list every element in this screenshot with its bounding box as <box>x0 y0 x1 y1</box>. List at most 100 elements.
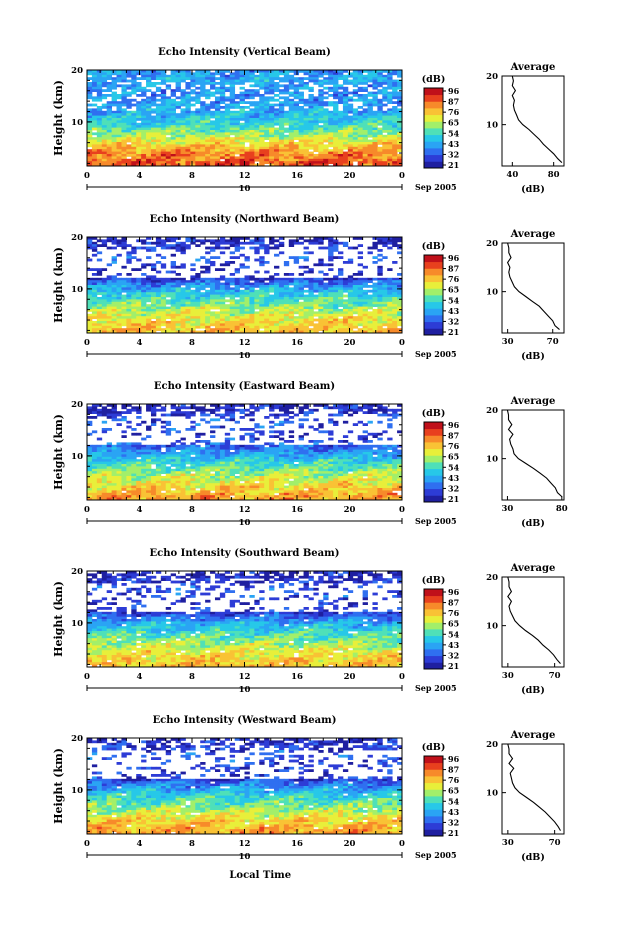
heatmap-cell <box>239 154 245 157</box>
heatmap-cell <box>214 72 221 76</box>
heatmap-cell <box>136 134 142 138</box>
heatmap-cell <box>106 103 113 107</box>
heatmap-cell <box>313 301 319 305</box>
heatmap-cell <box>195 137 201 140</box>
heatmap-cell <box>274 282 280 286</box>
heatmap-cell <box>190 313 196 317</box>
heatmap-cell <box>96 299 103 303</box>
heatmap-cell <box>367 158 373 162</box>
heatmap-cell <box>195 287 201 291</box>
heatmap-cell <box>195 244 201 247</box>
heatmap-cell <box>165 101 172 104</box>
heatmap-cell <box>175 411 181 414</box>
heatmap-cell <box>180 330 186 334</box>
heatmap-cell <box>116 96 122 100</box>
heatmap-cell <box>175 127 181 131</box>
heatmap-cell <box>249 304 255 307</box>
heatmap-cell <box>219 282 226 286</box>
heatmap-cell <box>323 137 329 140</box>
heatmap-cell <box>298 113 304 116</box>
heatmap-cell <box>136 268 142 271</box>
heatmap-cell <box>101 132 108 136</box>
heatmap-cell <box>293 323 300 327</box>
heatmap-cell <box>382 146 388 150</box>
heatmap-cell <box>200 70 206 73</box>
heatmap-cell <box>116 130 122 133</box>
heatmap-cell <box>165 163 172 167</box>
heatmap-cell <box>367 72 373 76</box>
heatmap-cell <box>288 137 295 140</box>
heatmap-cell <box>155 134 162 138</box>
heatmap-cell <box>224 144 231 148</box>
heatmap-cell <box>146 101 152 104</box>
heatmap-cell <box>283 282 290 286</box>
heatmap-cell <box>234 151 240 155</box>
heatmap-cell <box>155 449 162 453</box>
heatmap-cell <box>180 241 186 245</box>
heatmap-cell <box>392 237 398 240</box>
heatmap-cell <box>170 237 176 240</box>
heatmap-cell <box>239 137 245 140</box>
heatmap-cell <box>283 447 290 450</box>
heatmap-cell <box>136 294 142 298</box>
heatmap-cell <box>338 101 344 104</box>
heatmap-cell <box>328 249 334 252</box>
heatmap-cell <box>121 146 127 150</box>
heatmap-cell <box>195 323 201 327</box>
heatmap-cell <box>274 321 280 324</box>
heatmap-cell <box>170 70 176 73</box>
heatmap-cell <box>293 261 300 264</box>
heatmap-cell <box>283 70 290 73</box>
heatmap-cell <box>160 158 167 162</box>
heatmap-cell <box>254 447 260 450</box>
heatmap-cell <box>387 127 393 131</box>
heatmap-cell <box>239 285 245 288</box>
heatmap-cell <box>131 134 137 138</box>
heatmap-cell <box>269 84 275 88</box>
heatmap-cell <box>259 101 265 104</box>
heatmap-cell <box>278 297 285 300</box>
heatmap-cell <box>175 89 181 92</box>
heatmap-cell <box>288 144 295 148</box>
heatmap-cell <box>106 404 113 407</box>
heatmap-cell <box>190 321 196 324</box>
heatmap-cell <box>333 413 339 417</box>
heatmap-cell <box>387 321 393 324</box>
heatmap-cell <box>249 309 255 312</box>
heatmap-cell <box>165 287 172 291</box>
heatmap-cell <box>180 321 186 324</box>
heatmap-cell <box>136 325 142 329</box>
heatmap-cell <box>91 86 98 90</box>
heatmap-cell <box>214 408 221 412</box>
heatmap-cell <box>377 115 383 119</box>
heatmap-cell <box>347 328 354 331</box>
heatmap-cell <box>357 251 364 255</box>
heatmap-cell <box>200 103 206 107</box>
heatmap-cell <box>338 158 344 162</box>
colorbar-tick-label: 43 <box>448 306 460 316</box>
heatmap-cell <box>382 304 388 307</box>
heatmap-cell <box>357 110 364 114</box>
heatmap-cell <box>91 292 98 295</box>
heatmap-cell <box>141 280 147 283</box>
heatmap-cell <box>249 161 255 164</box>
heatmap-cell <box>195 258 201 262</box>
heatmap-cell <box>190 163 196 167</box>
heatmap-cell <box>274 277 280 281</box>
heatmap-cell <box>195 134 201 138</box>
heatmap-cell <box>111 130 117 133</box>
heatmap-cell <box>249 440 255 443</box>
heatmap-cell <box>318 106 324 109</box>
heatmap-cell <box>165 447 172 450</box>
colorbar-segment <box>424 301 443 309</box>
heatmap-cell <box>259 149 265 152</box>
heatmap-cell <box>328 316 334 319</box>
heatmap-cell <box>328 297 334 300</box>
heatmap-cell <box>342 115 349 119</box>
heatmap-cell <box>210 134 216 138</box>
heatmap-cell <box>185 411 191 414</box>
heatmap-cell <box>146 282 152 286</box>
heatmap-cell <box>362 110 368 114</box>
heatmap-cell <box>298 110 304 114</box>
heatmap-cell <box>87 301 93 305</box>
